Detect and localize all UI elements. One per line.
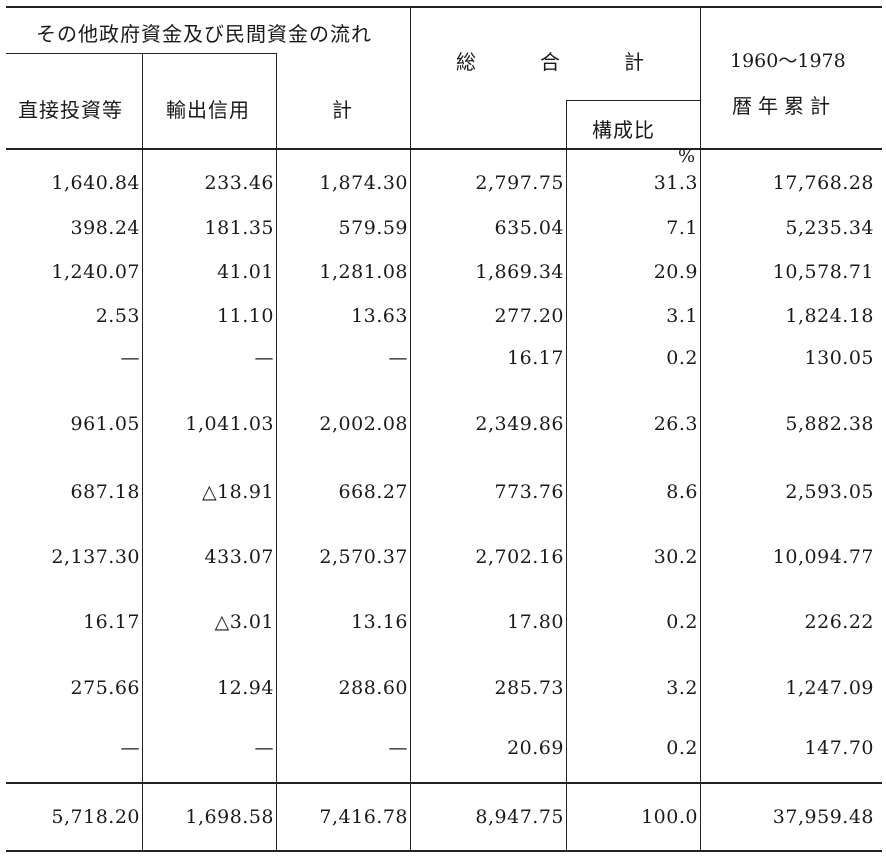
ratio-header-overline bbox=[566, 100, 700, 101]
cell-cumulative: 1,247.09 bbox=[785, 677, 874, 699]
totals-separator bbox=[6, 782, 882, 784]
cell-ratio: 0.2 bbox=[666, 611, 698, 633]
cell-direct: 1,640.84 bbox=[51, 172, 140, 194]
group-header-underline bbox=[6, 53, 276, 54]
cell-ratio: 3.2 bbox=[666, 677, 698, 699]
total-cell-export: 1,698.58 bbox=[185, 806, 274, 828]
cell-export: 433.07 bbox=[204, 546, 274, 568]
cell-export: 12.94 bbox=[217, 677, 274, 699]
col-header-ratio: 構成比 bbox=[592, 118, 655, 142]
cell-total: 773.76 bbox=[494, 481, 564, 503]
col-divider bbox=[566, 100, 567, 850]
cell-export: △3.01 bbox=[214, 611, 274, 633]
col-header-cum-years: 1960〜1978 bbox=[730, 50, 846, 72]
cell-cumulative: 10,578.71 bbox=[772, 261, 874, 283]
cell-cumulative: 226.22 bbox=[804, 611, 874, 633]
cell-cumulative: 10,094.77 bbox=[772, 546, 874, 568]
cell-sub_total: 1,281.08 bbox=[319, 261, 408, 283]
cell-sub_total: 579.59 bbox=[338, 217, 408, 239]
cell-direct: — bbox=[120, 737, 140, 759]
cell-export: 1,041.03 bbox=[185, 413, 274, 435]
cell-ratio: 30.2 bbox=[653, 546, 698, 568]
total-cell-ratio: 100.0 bbox=[641, 806, 698, 828]
cell-ratio: 31.3 bbox=[653, 172, 698, 194]
cell-ratio: 3.1 bbox=[666, 305, 698, 327]
ratio-unit: % bbox=[678, 146, 696, 167]
col-header-cum-label: 暦年累計 bbox=[732, 94, 836, 118]
total-cell-direct: 5,718.20 bbox=[51, 806, 140, 828]
cell-sub_total: — bbox=[388, 347, 408, 369]
cell-total: 16.17 bbox=[507, 347, 564, 369]
group-title: その他政府資金及び民間資金の流れ bbox=[36, 22, 372, 46]
cell-cumulative: 130.05 bbox=[804, 347, 874, 369]
cell-export: — bbox=[254, 347, 274, 369]
cell-direct: 398.24 bbox=[70, 217, 140, 239]
col-divider bbox=[410, 6, 411, 850]
cell-total: 277.20 bbox=[494, 305, 564, 327]
cell-total: 635.04 bbox=[494, 217, 564, 239]
col-divider bbox=[700, 6, 701, 850]
cell-sub_total: 668.27 bbox=[338, 481, 408, 503]
cell-ratio: 0.2 bbox=[666, 737, 698, 759]
col-header-export: 輸出信用 bbox=[166, 98, 250, 122]
col-header-total: 総 合 計 bbox=[456, 50, 645, 74]
cell-direct: 16.17 bbox=[83, 611, 140, 633]
cell-cumulative: 2,593.05 bbox=[785, 481, 874, 503]
bottom-border bbox=[6, 850, 882, 852]
cell-sub_total: 13.16 bbox=[351, 611, 408, 633]
cell-direct: 1,240.07 bbox=[51, 261, 140, 283]
cell-cumulative: 17,768.28 bbox=[772, 172, 874, 194]
cell-ratio: 20.9 bbox=[653, 261, 698, 283]
cell-cumulative: 1,824.18 bbox=[785, 305, 874, 327]
cell-export: 41.01 bbox=[217, 261, 274, 283]
col-divider bbox=[276, 53, 277, 850]
cell-direct: 2.53 bbox=[95, 305, 140, 327]
header-bottom-border bbox=[6, 148, 882, 150]
cell-export: 181.35 bbox=[204, 217, 274, 239]
cell-total: 17.80 bbox=[507, 611, 564, 633]
cell-direct: — bbox=[120, 347, 140, 369]
cell-total: 2,702.16 bbox=[475, 546, 564, 568]
cell-sub_total: 288.60 bbox=[338, 677, 408, 699]
col-header-direct: 直接投資等 bbox=[18, 98, 123, 122]
cell-total: 1,869.34 bbox=[475, 261, 564, 283]
cell-sub_total: 1,874.30 bbox=[319, 172, 408, 194]
cell-total: 2,349.86 bbox=[475, 413, 564, 435]
cell-sub_total: — bbox=[388, 737, 408, 759]
cell-export: △18.91 bbox=[201, 481, 274, 503]
cell-cumulative: 5,882.38 bbox=[785, 413, 874, 435]
cell-sub_total: 13.63 bbox=[351, 305, 408, 327]
cell-ratio: 8.6 bbox=[666, 481, 698, 503]
cell-direct: 2,137.30 bbox=[51, 546, 140, 568]
cell-cumulative: 147.70 bbox=[804, 737, 874, 759]
total-cell-sub_total: 7,416.78 bbox=[319, 806, 408, 828]
cell-ratio: 0.2 bbox=[666, 347, 698, 369]
cell-sub_total: 2,570.37 bbox=[319, 546, 408, 568]
cell-direct: 961.05 bbox=[70, 413, 140, 435]
cell-sub_total: 2,002.08 bbox=[319, 413, 408, 435]
cell-ratio: 7.1 bbox=[666, 217, 698, 239]
total-cell-total: 8,947.75 bbox=[475, 806, 564, 828]
cell-cumulative: 5,235.34 bbox=[785, 217, 874, 239]
cell-total: 20.69 bbox=[507, 737, 564, 759]
total-cell-cumulative: 37,959.48 bbox=[772, 806, 874, 828]
cell-direct: 275.66 bbox=[70, 677, 140, 699]
cell-export: — bbox=[254, 737, 274, 759]
col-header-sub-total: 計 bbox=[332, 98, 353, 122]
cell-export: 11.10 bbox=[217, 305, 274, 327]
cell-export: 233.46 bbox=[204, 172, 274, 194]
cell-direct: 687.18 bbox=[70, 481, 140, 503]
cell-total: 285.73 bbox=[494, 677, 564, 699]
top-border bbox=[6, 6, 882, 8]
cell-ratio: 26.3 bbox=[653, 413, 698, 435]
col-divider bbox=[142, 53, 143, 850]
cell-total: 2,797.75 bbox=[475, 172, 564, 194]
